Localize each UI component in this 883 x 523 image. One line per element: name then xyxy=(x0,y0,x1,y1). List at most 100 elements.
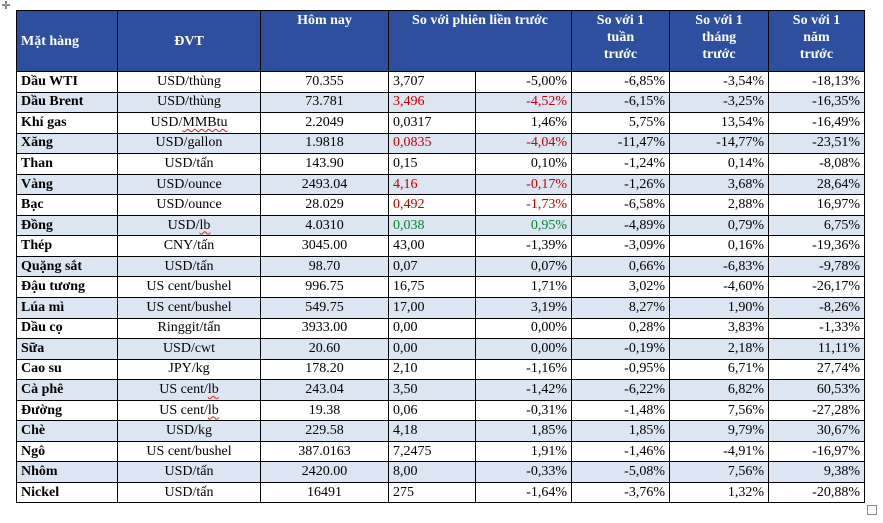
vs-month-cell: 2,88% xyxy=(669,194,769,216)
vs-week-cell: 8,27% xyxy=(571,297,670,319)
price-today-cell: 2420.00 xyxy=(260,461,389,483)
table-row: Đường US cent/lb 19.38 0,06 -0,31% -1,48% 7,56… xyxy=(16,399,865,422)
unit-cell: USD/lb xyxy=(117,214,261,237)
vs-year-cell: -27,28% xyxy=(768,399,865,422)
vs-month-cell: 7,56% xyxy=(669,461,769,483)
vs-week-cell: -1,48% xyxy=(571,399,670,422)
change-value-cell: 0,15 xyxy=(388,153,476,175)
vs-year-cell: -16,49% xyxy=(768,112,865,134)
header-today: Hôm nay xyxy=(260,10,389,72)
table-row: Quặng sắt USD/tấn 98.70 0,07 0,07% 0,66% -6,83… xyxy=(16,255,865,278)
vs-week-cell: -1,46% xyxy=(571,440,670,463)
commodity-name-cell: Đậu tương xyxy=(16,276,118,299)
vs-month-cell: 7,56% xyxy=(669,399,769,422)
unit-cell: USD/kg xyxy=(117,420,261,442)
unit-cell: CNY/tấn xyxy=(117,235,261,257)
change-pct-cell: 3,19% xyxy=(475,297,572,319)
header-vs-month-line3: trước xyxy=(702,47,736,62)
price-today-cell: 3933.00 xyxy=(260,317,389,340)
commodity-name-cell: Nickel xyxy=(16,481,118,504)
price-today-cell: 2493.04 xyxy=(260,173,389,196)
change-value-cell: 0,038 xyxy=(388,214,476,237)
table-row: Khí gas USD/MMBtu 2.2049 0,0317 1,46% 5,75% 13… xyxy=(16,112,865,134)
vs-year-cell: -16,35% xyxy=(768,91,865,114)
table-row: Xăng USD/gallon 1.9818 0,0835 -4,04% -11,47% -… xyxy=(16,132,865,155)
table-resize-handle-icon[interactable] xyxy=(867,505,877,515)
change-pct-cell: -1,39% xyxy=(475,235,572,257)
unit-cell: USD/cwt xyxy=(117,338,261,360)
vs-week-cell: 5,75% xyxy=(571,112,670,134)
unit-cell: US cent/lb xyxy=(117,399,261,422)
unit-cell: USD/thùng xyxy=(117,71,261,93)
vs-week-cell: 0,28% xyxy=(571,317,670,340)
vs-week-cell: -1,24% xyxy=(571,153,670,175)
header-vs-month-line2: tháng xyxy=(701,30,737,45)
table-row: Đồng USD/lb 4.0310 0,038 0,95% -4,89% 0,79% 6,7… xyxy=(16,214,865,237)
table-row: Sữa USD/cwt 20.60 0,00 0,00% -0,19% 2,18% 11,11… xyxy=(16,338,865,360)
price-today-cell: 70.355 xyxy=(260,71,389,93)
unit-cell: US cent/bushel xyxy=(117,276,261,299)
commodity-name-cell: Ngô xyxy=(16,440,118,463)
change-pct-cell: 0,10% xyxy=(475,153,572,175)
vs-year-cell: 27,74% xyxy=(768,358,865,381)
table-row: Dầu Brent USD/thùng 73.781 3,496 -4,52% -6,15… xyxy=(16,91,865,114)
change-pct-cell: 0,07% xyxy=(475,255,572,278)
vs-month-cell: 3,68% xyxy=(669,173,769,196)
commodity-name-cell: Bạc xyxy=(16,194,118,216)
price-today-cell: 387.0163 xyxy=(260,440,389,463)
vs-year-cell: 9,38% xyxy=(768,461,865,483)
vs-year-cell: -23,51% xyxy=(768,132,865,155)
vs-week-cell: 3,02% xyxy=(571,276,670,299)
table-row: Đậu tương US cent/bushel 996.75 16,75 1,71% 3… xyxy=(16,276,865,299)
vs-year-cell: 6,75% xyxy=(768,214,865,237)
vs-year-cell: -26,17% xyxy=(768,276,865,299)
vs-year-cell: 16,97% xyxy=(768,194,865,216)
vs-month-cell: 3,83% xyxy=(669,317,769,340)
unit-cell: USD/ounce xyxy=(117,194,261,216)
header-vs-month-line1: So với 1 xyxy=(695,13,743,28)
change-pct-cell: -0,31% xyxy=(475,399,572,422)
unit-cell: US cent/bushel xyxy=(117,440,261,463)
vs-week-cell: -6,58% xyxy=(571,194,670,216)
vs-week-cell: -11,47% xyxy=(571,132,670,155)
change-value-cell: 0,492 xyxy=(388,194,476,216)
vs-month-cell: -14,77% xyxy=(669,132,769,155)
change-value-cell: 2,10 xyxy=(388,358,476,381)
header-vs-year-line2: năm xyxy=(803,30,830,45)
vs-week-cell: -6,22% xyxy=(571,379,670,401)
unit-cell: Ringgit/tấn xyxy=(117,317,261,340)
commodity-name-cell: Dầu cọ xyxy=(16,317,118,340)
header-vs-week-line3: trước xyxy=(603,47,638,62)
vs-month-cell: 1,90% xyxy=(669,297,769,319)
commodity-name-cell: Nhôm xyxy=(16,461,118,483)
vs-month-cell: 0,79% xyxy=(669,214,769,237)
change-pct-cell: -0,17% xyxy=(475,173,572,196)
change-value-cell: 0,0317 xyxy=(388,112,476,134)
vs-month-cell: -6,83% xyxy=(669,255,769,278)
change-pct-cell: -1,73% xyxy=(475,194,572,216)
table-row: Cao su JPY/kg 178.20 2,10 -1,16% -0,95% 6,71% 2… xyxy=(16,358,865,381)
vs-week-cell: -1,26% xyxy=(571,173,670,196)
vs-month-cell: 6,82% xyxy=(669,379,769,401)
change-value-cell: 0,00 xyxy=(388,317,476,340)
unit-cell: USD/tấn xyxy=(117,481,261,504)
change-pct-cell: 1,71% xyxy=(475,276,572,299)
vs-year-cell: 60,53% xyxy=(768,379,865,401)
vs-week-cell: -0,95% xyxy=(571,358,670,381)
vs-month-cell: -4,60% xyxy=(669,276,769,299)
change-pct-cell: -4,52% xyxy=(475,91,572,114)
table-move-icon[interactable]: ✛ xyxy=(1,0,11,12)
unit-cell: US cent/bushel xyxy=(117,297,261,319)
commodity-name-cell: Đồng xyxy=(16,214,118,237)
vs-month-cell: 0,14% xyxy=(669,153,769,175)
vs-month-cell: 1,32% xyxy=(669,481,769,504)
change-value-cell: 4,16 xyxy=(388,173,476,196)
commodity-name-cell: Khí gas xyxy=(16,112,118,134)
table-body: Dầu WTI USD/thùng 70.355 3,707 -5,00% -6,85% -… xyxy=(16,71,865,504)
header-vs-week-line2: tuần xyxy=(606,30,635,45)
price-today-cell: 20.60 xyxy=(260,338,389,360)
price-today-cell: 28.029 xyxy=(260,194,389,216)
change-value-cell: 3,50 xyxy=(388,379,476,401)
vs-week-cell: 1,85% xyxy=(571,420,670,442)
spellcheck-underline: lb xyxy=(207,381,219,397)
